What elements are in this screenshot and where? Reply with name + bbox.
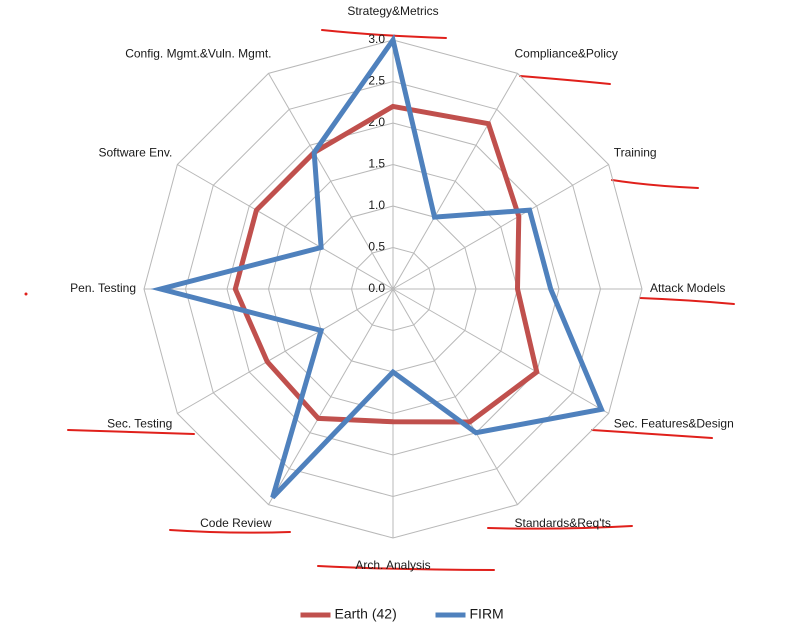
category-label: Strategy&Metrics xyxy=(347,4,438,18)
annotation-underline xyxy=(67,429,195,435)
category-label: Sec. Testing xyxy=(107,417,172,431)
y-tick-label: 1.5 xyxy=(368,157,385,171)
category-label: Config. Mgmt.&Vuln. Mgmt. xyxy=(125,46,271,60)
y-tick-label: 1.0 xyxy=(368,198,385,212)
series-line xyxy=(232,103,540,425)
annotation-underline xyxy=(639,297,735,305)
category-label: Training xyxy=(614,146,657,160)
axis-spoke xyxy=(392,288,518,505)
category-label: Sec. Features&Design xyxy=(614,417,734,431)
hand-annotations xyxy=(24,29,735,571)
legend-label: Earth (42) xyxy=(335,606,397,622)
legend-label: FIRM xyxy=(470,606,504,622)
y-tick-label: 3.0 xyxy=(368,32,385,46)
category-label: Attack Models xyxy=(650,281,725,295)
category-label: Arch. Analysis xyxy=(355,558,430,572)
y-tick-label: 0.5 xyxy=(368,240,385,254)
axis-spoke xyxy=(177,288,394,414)
annotation-dot xyxy=(24,292,28,296)
annotation-underline xyxy=(317,565,495,571)
y-tick-label: 2.5 xyxy=(368,74,385,88)
annotation-underline xyxy=(169,529,291,534)
category-label: Pen. Testing xyxy=(70,281,136,295)
category-label: Software Env. xyxy=(98,146,172,160)
annotation-underline xyxy=(611,179,699,189)
axis-spoke xyxy=(392,288,609,414)
category-label: Compliance&Policy xyxy=(515,46,618,60)
axis-spoke xyxy=(268,288,394,505)
axis-spoke xyxy=(392,73,518,290)
category-label: Code Review xyxy=(200,516,272,530)
axis-spoke xyxy=(268,73,394,290)
y-tick-label: 0.0 xyxy=(368,281,385,295)
axis-spoke xyxy=(392,164,609,290)
annotation-underline xyxy=(487,525,633,530)
annotation-underline xyxy=(591,429,713,439)
annotation-underline xyxy=(321,29,447,39)
series-line xyxy=(150,33,605,500)
category-label: Standards&Req'ts xyxy=(515,516,611,530)
axis-spoke xyxy=(177,164,394,290)
annotation-underline xyxy=(519,75,611,85)
